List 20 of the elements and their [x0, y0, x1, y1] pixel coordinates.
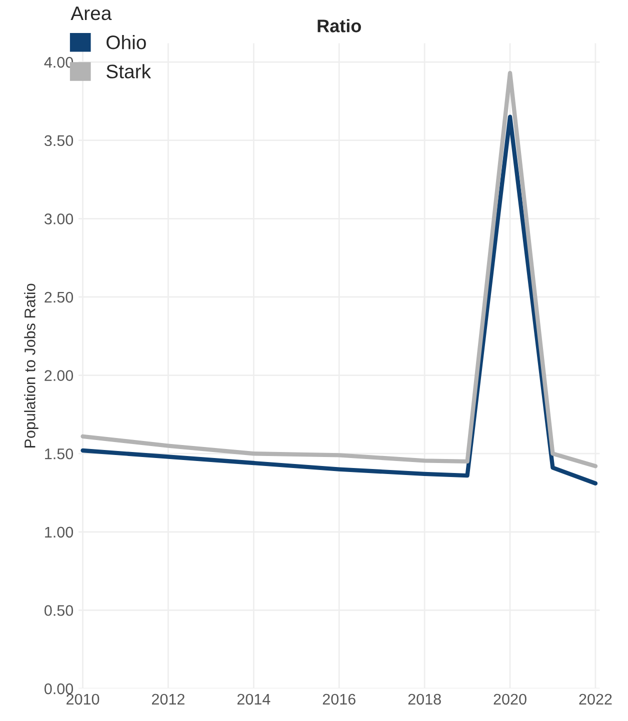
y-tick-label: 0.50	[44, 605, 74, 616]
legend-title: Area	[70, 6, 112, 20]
y-tick-label: 2.50	[44, 292, 74, 303]
y-axis-title: Population to Jobs Ratio	[24, 284, 38, 448]
x-tick-label: 2014	[237, 694, 270, 705]
legend-label: Ohio	[106, 34, 146, 50]
y-tick-label: 2.00	[44, 370, 74, 381]
y-tick-label: 0.00	[44, 683, 74, 694]
chart-title: Ratio	[318, 19, 361, 32]
x-tick-label: 2010	[66, 694, 100, 705]
y-tick-label: 3.50	[44, 135, 74, 146]
y-tick-label: 1.50	[45, 448, 74, 460]
x-tick-label: 2012	[152, 694, 184, 705]
y-tick-label: 1.00	[45, 526, 74, 538]
x-tick-label: 2020	[494, 694, 526, 705]
x-tick-label: 2022	[579, 694, 612, 705]
x-tick-label: 2016	[322, 694, 356, 705]
legend-label: Stark	[106, 64, 152, 78]
y-tick-label: 3.00	[44, 214, 74, 224]
x-tick-label: 2018	[408, 694, 441, 705]
